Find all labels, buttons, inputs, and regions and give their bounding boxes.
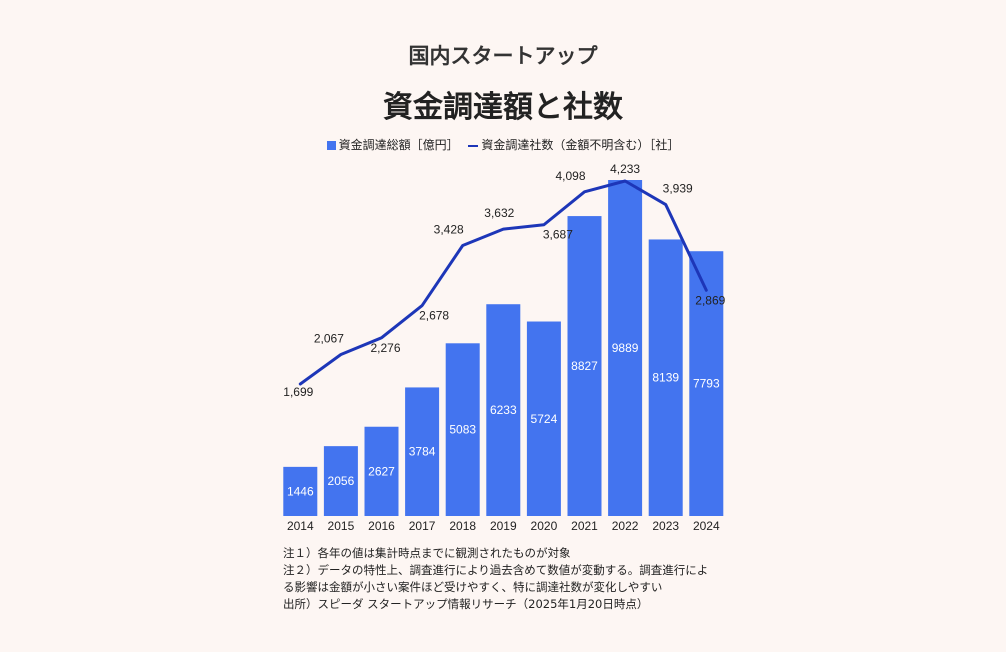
x-tick-2019: 2019 <box>490 519 517 533</box>
bar-2016 <box>364 426 399 516</box>
bar-label-2016: 2627 <box>368 464 395 478</box>
bar-label-2018: 5083 <box>449 423 476 437</box>
bar-2015 <box>323 446 358 516</box>
footnote-3: る影響は金額が小さい案件ほど受けやすく、特に調達社数が変化しやすい <box>283 580 663 594</box>
legend-item-bar: 資金調達総額［億円］ <box>326 136 459 153</box>
footnote-source: 出所）スピーダ スタートアップ情報リサーチ（2025年1月20日時点） <box>283 597 649 611</box>
bar-2019 <box>486 304 521 516</box>
bar-label-2019: 6233 <box>490 403 517 417</box>
bar-2023 <box>648 239 683 516</box>
footnote-2: 注２）データの特性上、調査進行により過去含めて数値が変動する。調査進行によ <box>283 563 709 577</box>
x-tick-2015: 2015 <box>328 519 355 533</box>
x-tick-2022: 2022 <box>612 519 639 533</box>
bar-label-2023: 8139 <box>652 371 679 385</box>
bar-2018 <box>445 343 480 516</box>
legend-line-swatch <box>468 144 479 147</box>
bar-2020 <box>526 321 561 516</box>
bar-2024 <box>689 251 724 516</box>
bar-2017 <box>405 387 440 516</box>
legend: 資金調達総額［億円］ 資金調達社数（金額不明含む）［社］ <box>0 136 1006 153</box>
line-label-2021: 4,098 <box>555 169 585 183</box>
x-tick-2024: 2024 <box>693 519 720 533</box>
x-tick-2018: 2018 <box>449 519 476 533</box>
line-label-2015: 2,067 <box>314 332 344 346</box>
footnotes: 注１）各年の値は集計時点までに観測されたものが対象 注２）データの特性上、調査進… <box>283 545 743 613</box>
bar-label-2021: 8827 <box>571 359 598 373</box>
bar-label-2022: 9889 <box>612 341 639 355</box>
bar-label-2014: 1446 <box>287 484 314 498</box>
bar-label-2020: 5724 <box>531 412 558 426</box>
x-tick-2020: 2020 <box>531 519 558 533</box>
line-label-2020: 3,687 <box>543 228 573 242</box>
x-tick-2016: 2016 <box>368 519 395 533</box>
line-label-2024: 2,869 <box>695 293 725 307</box>
line-series-count <box>298 179 708 386</box>
bar-2021 <box>567 216 602 516</box>
legend-item-line: 資金調達社数（金額不明含む）［社］ <box>462 136 679 153</box>
line-label-2014: 1,699 <box>283 385 313 399</box>
bar-label-2024: 7793 <box>693 377 720 391</box>
x-tick-2014: 2014 <box>287 519 314 533</box>
chart-title-line2: 資金調達額と社数 <box>383 90 623 125</box>
line-label-2017: 2,678 <box>419 309 449 323</box>
line-label-2018: 3,428 <box>434 222 464 236</box>
line-label-2023: 3,939 <box>663 182 693 196</box>
footnote-1: 注１）各年の値は集計時点までに観測されたものが対象 <box>283 546 571 560</box>
x-tick-2021: 2021 <box>571 519 598 533</box>
legend-bar-swatch <box>326 141 336 150</box>
line-label-2016: 2,276 <box>370 341 400 355</box>
bar-2014 <box>283 466 318 516</box>
combo-chart: 1446 2056 2627 3784 5083 6233 5724 8827 9889 8139… <box>283 162 725 533</box>
legend-bar-label: 資金調達総額［億円］ <box>338 138 459 152</box>
x-tick-2017: 2017 <box>409 519 436 533</box>
bar-2022 <box>608 180 643 516</box>
line-label-2022: 4,233 <box>610 162 640 176</box>
line-label-2019: 3,632 <box>484 206 514 220</box>
bar-label-2017: 3784 <box>409 445 436 459</box>
x-tick-2023: 2023 <box>652 519 679 533</box>
bar-label-2015: 2056 <box>328 474 355 488</box>
chart-title-line1: 国内スタートアップ <box>408 44 598 68</box>
legend-line-label: 資金調達社数（金額不明含む）［社］ <box>481 138 680 152</box>
